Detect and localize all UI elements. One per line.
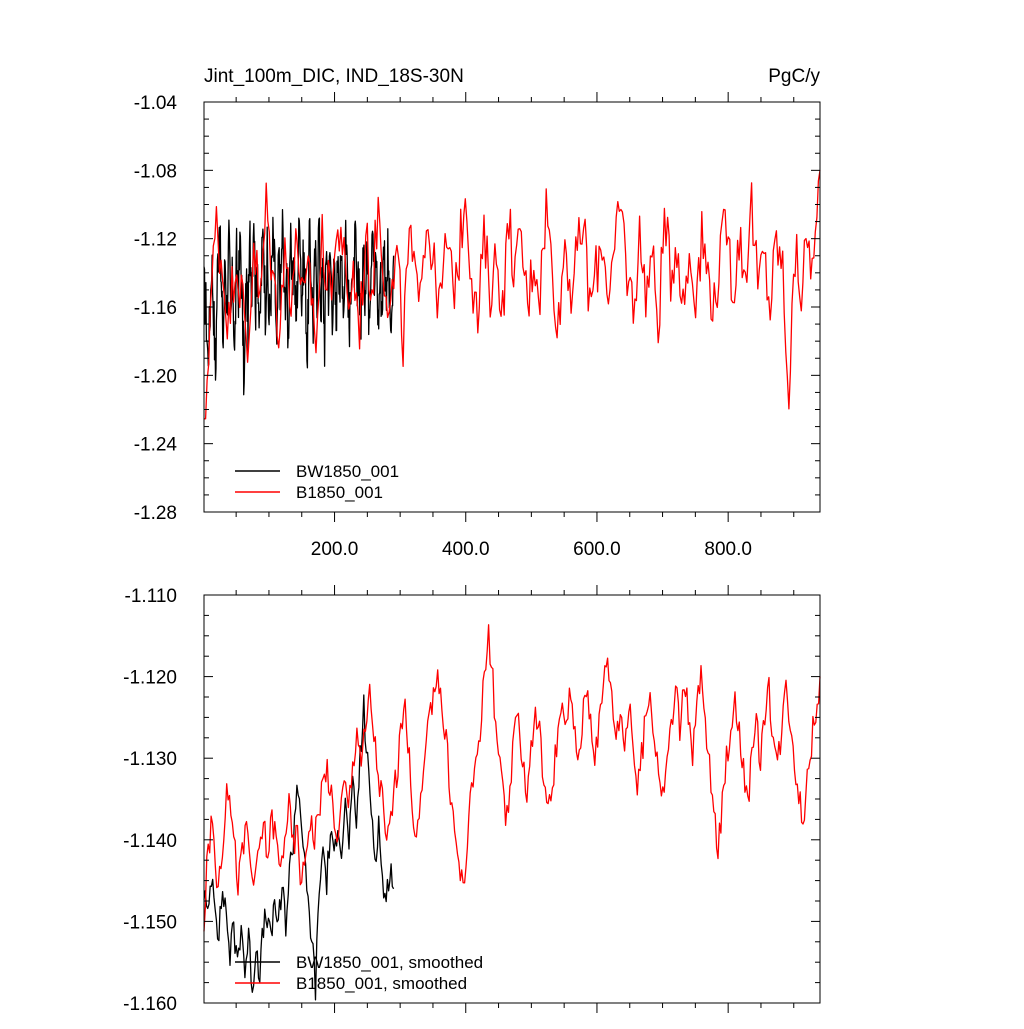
y-tick-label: -1.160 (123, 994, 177, 1015)
top-panel-units: PgC/y (768, 66, 820, 87)
bottom-panel: -1.160 -1.150 -1.140 -1.130 -1.120 -1.110 BW1… (123, 585, 821, 1015)
x-tick-label: 600.0 (573, 539, 621, 560)
x-tick-label: 800.0 (704, 539, 752, 560)
top-panel-ticks: -1.28 -1.24 -1.20 -1.16 -1.12 -1.08 -1.04 200.0… (134, 92, 820, 560)
y-tick-label: -1.16 (134, 298, 177, 319)
series-line-bw1850-001-smoothed (203, 694, 395, 1001)
y-tick-label: -1.140 (123, 831, 177, 852)
y-tick-label: -1.12 (134, 230, 177, 251)
y-tick-label: -1.150 (123, 912, 177, 933)
top-panel-title: Jint_100m_DIC, IND_18S-30N (204, 66, 464, 87)
bottom-panel-ticks: -1.160 -1.150 -1.140 -1.130 -1.120 -1.110 (123, 585, 820, 1015)
top-panel-series-group (203, 170, 821, 420)
bottom-panel-series-group (203, 624, 821, 1001)
y-tick-label: -1.20 (134, 366, 177, 387)
legend-label-bw1850-smoothed: BW1850_001, smoothed (296, 953, 483, 972)
top-panel-legend: BW1850_001 B1850_001 (235, 462, 399, 502)
bottom-panel-legend: BW1850_001, smoothed B1850_001, smoothed (235, 953, 483, 993)
series-line-b1850-001 (203, 170, 821, 420)
y-tick-label: -1.120 (123, 668, 177, 689)
series-line-b1850-001-smoothed (203, 624, 821, 932)
y-tick-label: -1.130 (123, 749, 177, 770)
y-tick-label: -1.08 (134, 161, 177, 182)
legend-label-bw1850: BW1850_001 (296, 462, 399, 481)
legend-label-b1850-smoothed: B1850_001, smoothed (296, 974, 467, 993)
top-panel: Jint_100m_DIC, IND_18S-30N PgC/y -1.28-1… (134, 66, 821, 560)
y-tick-label: -1.04 (134, 93, 178, 114)
x-tick-label: 200.0 (311, 539, 359, 560)
y-tick-label: -1.24 (134, 435, 178, 456)
y-tick-label: -1.28 (134, 503, 177, 524)
x-tick-label: 400.0 (442, 539, 490, 560)
legend-label-b1850: B1850_001 (296, 483, 383, 502)
y-tick-label: -1.110 (125, 586, 177, 607)
